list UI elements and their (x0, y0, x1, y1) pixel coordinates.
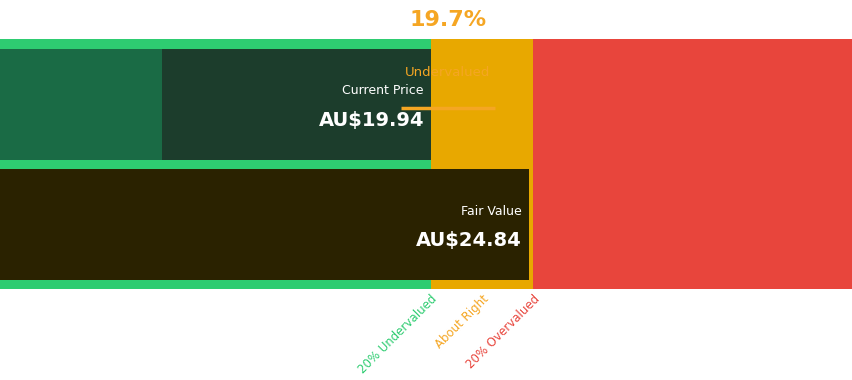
Bar (430, 160, 532, 169)
Text: 20% Undervalued: 20% Undervalued (356, 292, 440, 376)
Bar (0, 49, 430, 160)
Text: Current Price: Current Price (342, 84, 423, 98)
Text: 20% Overvalued: 20% Overvalued (463, 292, 542, 371)
Bar (532, 160, 852, 169)
Bar (532, 40, 852, 49)
Bar (532, 169, 852, 280)
Bar (430, 280, 532, 289)
Text: 19.7%: 19.7% (409, 10, 486, 30)
Bar (0, 169, 430, 280)
Bar (0, 40, 430, 49)
Text: Undervalued: Undervalued (405, 66, 490, 79)
Bar (532, 49, 852, 160)
Text: About Right: About Right (432, 292, 491, 351)
Text: AU$19.94: AU$19.94 (318, 111, 423, 130)
Bar (0, 280, 430, 289)
Bar (162, 49, 430, 160)
Bar (430, 169, 532, 280)
Bar (532, 280, 852, 289)
Bar (430, 49, 532, 160)
Bar (0, 169, 528, 280)
Text: Fair Value: Fair Value (461, 205, 521, 218)
Bar (430, 40, 532, 49)
Bar (0, 160, 430, 169)
Text: AU$24.84: AU$24.84 (416, 231, 521, 250)
